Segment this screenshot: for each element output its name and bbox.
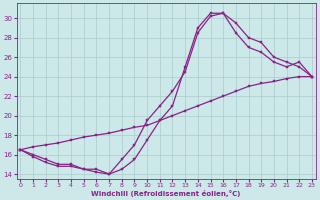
X-axis label: Windchill (Refroidissement éolien,°C): Windchill (Refroidissement éolien,°C) [92, 190, 241, 197]
